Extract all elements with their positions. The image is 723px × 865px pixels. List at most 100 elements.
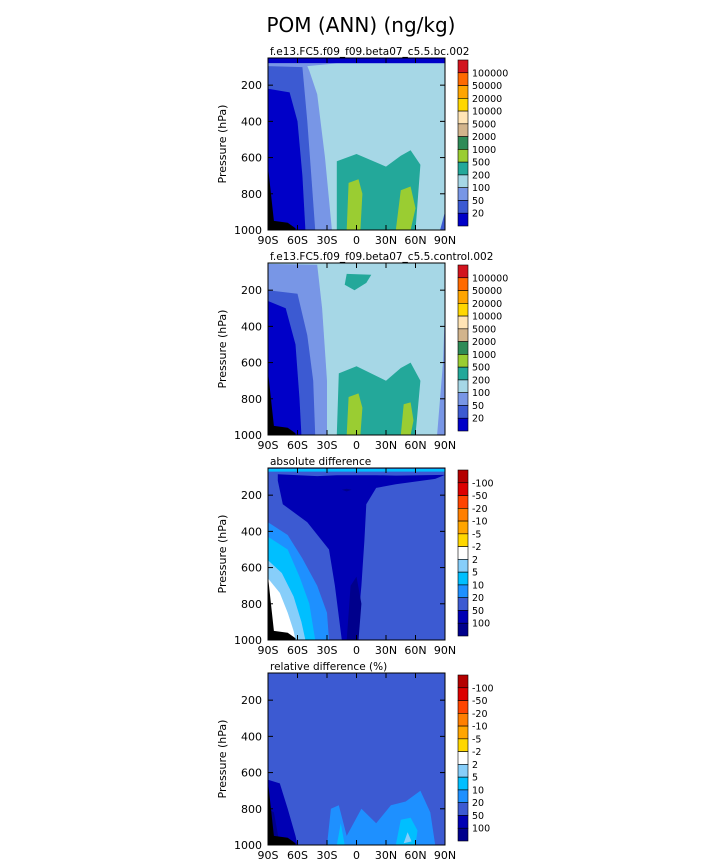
colorbar-swatch <box>457 827 469 842</box>
colorbar-label: 5000 <box>472 119 496 130</box>
y-tick-label: 800 <box>241 393 262 406</box>
colorbar-swatch <box>457 584 469 598</box>
contour-region <box>344 273 372 291</box>
colorbar-swatch <box>457 764 469 778</box>
y-tick-label: 1000 <box>234 839 262 852</box>
colorbar-label: 20 <box>472 798 484 809</box>
y-tick-label: 1000 <box>234 634 262 647</box>
colorbar-swatch <box>457 290 469 304</box>
colorbar-swatch <box>457 674 469 689</box>
colorbar-label: 50000 <box>472 81 502 92</box>
panel-subtitle: relative difference (%) <box>270 661 387 673</box>
x-tick-label: 30S <box>317 234 338 247</box>
contour-field <box>268 263 445 435</box>
y-axis-label: Pressure (hPa) <box>216 720 229 799</box>
x-tick-label: 90S <box>258 849 279 862</box>
colorbar-swatch <box>457 264 469 279</box>
colorbar-swatch <box>457 700 469 714</box>
colorbar-label: -20 <box>472 504 488 515</box>
colorbar-swatch <box>457 59 469 74</box>
colorbar-label: 2000 <box>472 337 496 348</box>
colorbar-label: -100 <box>472 478 494 489</box>
contour-region <box>403 832 412 844</box>
panel-4: relative difference (%) 90S 60S 30S 0 30N 60N 9… <box>216 661 494 862</box>
colorbar-label: 20 <box>472 593 484 604</box>
colorbar-swatch <box>457 392 469 406</box>
colorbar-label: -5 <box>472 529 481 540</box>
colorbar-label: 2 <box>472 760 478 771</box>
contour-region <box>346 179 363 230</box>
colorbar-label: 1000 <box>472 145 496 156</box>
colorbar-label: 50 <box>472 811 484 822</box>
colorbar-label: 1000 <box>472 350 496 361</box>
colorbar-swatch <box>457 405 469 419</box>
y-tick-label: 600 <box>241 152 262 165</box>
colorbar-swatch <box>457 571 469 586</box>
colorbar-swatch <box>457 789 469 803</box>
colorbar-label: -2 <box>472 542 481 553</box>
x-tick-label: 60N <box>404 644 426 657</box>
colorbar-label: -20 <box>472 709 488 720</box>
colorbar-swatch <box>457 610 469 624</box>
y-tick-label: 400 <box>241 115 262 128</box>
colorbar-swatch <box>457 110 469 125</box>
terrain-mask <box>268 781 296 845</box>
y-tick-label: 400 <box>241 320 262 333</box>
colorbar-label: 50000 <box>472 286 502 297</box>
colorbar-swatch <box>457 277 469 291</box>
colorbar-swatch <box>457 713 469 727</box>
x-tick-label: 0 <box>353 439 360 452</box>
colorbar-label: 5 <box>472 568 478 579</box>
colorbar-label: 20000 <box>472 94 502 105</box>
colorbar-label: -5 <box>472 734 481 745</box>
colorbar-swatch <box>457 303 469 317</box>
y-tick-label: 400 <box>241 730 262 743</box>
colorbar-label: -100 <box>472 683 494 694</box>
colorbar-label: 100 <box>472 388 490 399</box>
colorbar-swatch <box>457 200 469 214</box>
x-tick-label: 90S <box>258 644 279 657</box>
colorbar-label: 2000 <box>472 132 496 143</box>
y-tick-label: 200 <box>241 694 262 707</box>
y-tick-label: 200 <box>241 79 262 92</box>
colorbar-swatch <box>457 597 469 611</box>
colorbar-label: -50 <box>472 696 488 707</box>
x-tick-label: 30S <box>317 644 338 657</box>
colorbar-label: 100000 <box>472 68 508 79</box>
colorbar-label: 10000 <box>472 312 502 323</box>
x-tick-label: 90S <box>258 439 279 452</box>
x-tick-label: 30N <box>375 849 397 862</box>
contour-field <box>268 673 445 845</box>
contour-region <box>395 186 416 230</box>
y-tick-label: 600 <box>241 562 262 575</box>
colorbar-swatch <box>457 315 469 330</box>
y-tick-label: 800 <box>241 188 262 201</box>
panel-2: f.e13.FC5.f09_f09.beta07_c5.5.control.00… <box>216 251 508 452</box>
colorbar-swatch <box>457 328 469 342</box>
panel-3: absolute difference 90S 60S 30S 0 30N 60N 90N 20… <box>216 456 494 657</box>
y-tick-label: 1000 <box>234 429 262 442</box>
contour-region <box>268 88 306 230</box>
contour-region <box>346 393 363 435</box>
colorbar-label: 20 <box>472 414 484 425</box>
colorbar-swatch <box>457 379 469 393</box>
colorbar-swatch <box>457 508 469 522</box>
colorbar-label: 100 <box>472 619 490 630</box>
colorbar-label: 50 <box>472 401 484 412</box>
y-tick-label: 200 <box>241 489 262 502</box>
contour-field <box>268 468 445 640</box>
colorbar-swatch <box>457 738 469 752</box>
colorbar-swatch <box>457 136 469 150</box>
colorbar-label: -10 <box>472 722 488 733</box>
colorbar-label: 500 <box>472 158 490 169</box>
contour-region <box>268 578 296 640</box>
y-axis-label: Pressure (hPa) <box>216 105 229 184</box>
contour-region <box>400 402 414 435</box>
x-tick-label: 60N <box>404 849 426 862</box>
contour-region <box>440 211 445 230</box>
colorbar-swatch <box>457 72 469 86</box>
contour-region <box>346 576 362 640</box>
colorbar-label: 20 <box>472 209 484 220</box>
